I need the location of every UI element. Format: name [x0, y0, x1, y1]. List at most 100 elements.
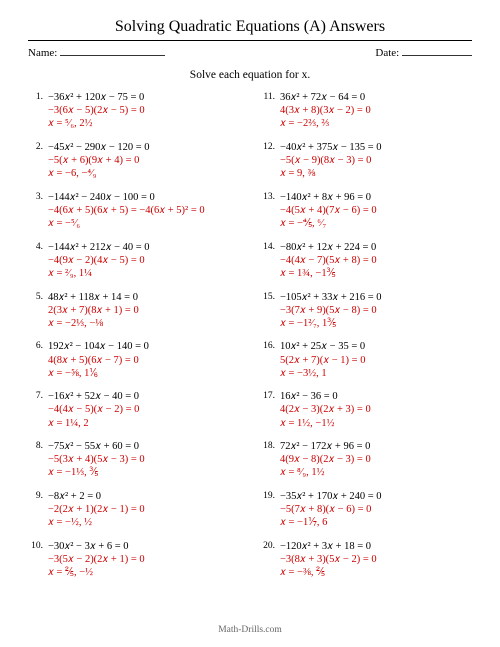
solution: 𝑥 = −1⅐, 6	[280, 516, 472, 529]
solution: 𝑥 = −⁵⁄₆	[48, 217, 244, 230]
factored-form: −3(5𝑥 − 2)(2𝑥 + 1) = 0	[48, 553, 244, 566]
equation: −36𝑥² + 120𝑥 − 75 = 0	[48, 91, 244, 104]
equation: −45𝑥² − 290𝑥 − 120 = 0	[48, 141, 244, 154]
name-blank	[60, 55, 165, 56]
meta-row: Name: Date:	[28, 47, 472, 59]
problem-number: 3.	[28, 191, 48, 202]
problem-number: 8.	[28, 440, 48, 451]
factored-form: 4(2𝑥 − 3)(2𝑥 + 3) = 0	[280, 403, 472, 416]
problem: 19.−35𝑥² + 170𝑥 + 240 = 0−5(7𝑥 + 8)(𝑥 − …	[260, 490, 472, 529]
factored-form: −3(7𝑥 + 9)(5𝑥 − 8) = 0	[280, 304, 472, 317]
problem-body: −36𝑥² + 120𝑥 − 75 = 0−3(6𝑥 − 5)(2𝑥 − 5) …	[48, 91, 244, 130]
problem-number: 7.	[28, 390, 48, 401]
problem-number: 5.	[28, 291, 48, 302]
problem-number: 2.	[28, 141, 48, 152]
problem-number: 12.	[260, 141, 280, 152]
solution: 𝑥 = 1¾, −1⅗	[280, 267, 472, 280]
problem-body: 16𝑥² − 36 = 04(2𝑥 − 3)(2𝑥 + 3) = 0𝑥 = 1½…	[280, 390, 472, 429]
problem: 18.72𝑥² − 172𝑥 + 96 = 04(9𝑥 − 8)(2𝑥 − 3)…	[260, 440, 472, 479]
name-label: Name:	[28, 47, 57, 59]
problem: 15.−105𝑥² + 33𝑥 + 216 = 0−3(7𝑥 + 9)(5𝑥 −…	[260, 291, 472, 330]
problem-body: −45𝑥² − 290𝑥 − 120 = 0−5(𝑥 + 6)(9𝑥 + 4) …	[48, 141, 244, 180]
equation: −35𝑥² + 170𝑥 + 240 = 0	[280, 490, 472, 503]
factored-form: −4(4𝑥 − 5)(𝑥 − 2) = 0	[48, 403, 244, 416]
solution: 𝑥 = 1¼, 2	[48, 417, 244, 430]
problem: 3.−144𝑥² − 240𝑥 − 100 = 0−4(6𝑥 + 5)(6𝑥 +…	[28, 191, 244, 230]
equation: 16𝑥² − 36 = 0	[280, 390, 472, 403]
factored-form: −5(3𝑥 + 4)(5𝑥 − 3) = 0	[48, 453, 244, 466]
problem-number: 14.	[260, 241, 280, 252]
problem: 8.−75𝑥² − 55𝑥 + 60 = 0−5(3𝑥 + 4)(5𝑥 − 3)…	[28, 440, 244, 479]
solution: 𝑥 = −3½, 1	[280, 367, 472, 380]
name-field: Name:	[28, 47, 165, 59]
problem-body: 72𝑥² − 172𝑥 + 96 = 04(9𝑥 − 8)(2𝑥 − 3) = …	[280, 440, 472, 479]
equation: 10𝑥² + 25𝑥 − 35 = 0	[280, 340, 472, 353]
solution: 𝑥 = −1²⁄₇, 1⅗	[280, 317, 472, 330]
solution: 𝑥 = ⁸⁄₉, 1½	[280, 466, 472, 479]
factored-form: 4(3𝑥 + 8)(3𝑥 − 2) = 0	[280, 104, 472, 117]
problem-body: 36𝑥² + 72𝑥 − 64 = 04(3𝑥 + 8)(3𝑥 − 2) = 0…	[280, 91, 472, 130]
worksheet-page: Solving Quadratic Equations (A) Answers …	[0, 0, 500, 647]
column-right: 11.36𝑥² + 72𝑥 − 64 = 04(3𝑥 + 8)(3𝑥 − 2) …	[250, 91, 472, 625]
problem-body: −144𝑥² − 240𝑥 − 100 = 0−4(6𝑥 + 5)(6𝑥 + 5…	[48, 191, 244, 230]
problem-body: −140𝑥² + 8𝑥 + 96 = 0−4(5𝑥 + 4)(7𝑥 − 6) =…	[280, 191, 472, 230]
problem-body: 48𝑥² + 118𝑥 + 14 = 02(3𝑥 + 7)(8𝑥 + 1) = …	[48, 291, 244, 330]
equation: 48𝑥² + 118𝑥 + 14 = 0	[48, 291, 244, 304]
equation: −16𝑥² + 52𝑥 − 40 = 0	[48, 390, 244, 403]
problem-body: −16𝑥² + 52𝑥 − 40 = 0−4(4𝑥 − 5)(𝑥 − 2) = …	[48, 390, 244, 429]
column-left: 1.−36𝑥² + 120𝑥 − 75 = 0−3(6𝑥 − 5)(2𝑥 − 5…	[28, 91, 250, 625]
problem: 7.−16𝑥² + 52𝑥 − 40 = 0−4(4𝑥 − 5)(𝑥 − 2) …	[28, 390, 244, 429]
problem-body: −80𝑥² + 12𝑥 + 224 = 0−4(4𝑥 − 7)(5𝑥 + 8) …	[280, 241, 472, 280]
problem: 13.−140𝑥² + 8𝑥 + 96 = 0−4(5𝑥 + 4)(7𝑥 − 6…	[260, 191, 472, 230]
equation: −140𝑥² + 8𝑥 + 96 = 0	[280, 191, 472, 204]
date-blank	[402, 55, 472, 56]
solution: 𝑥 = ⅖, −½	[48, 566, 244, 579]
page-title: Solving Quadratic Equations (A) Answers	[28, 18, 472, 36]
problem-number: 18.	[260, 440, 280, 451]
title-rule	[28, 40, 472, 41]
problem-body: −35𝑥² + 170𝑥 + 240 = 0−5(7𝑥 + 8)(𝑥 − 6) …	[280, 490, 472, 529]
equation: −144𝑥² + 212𝑥 − 40 = 0	[48, 241, 244, 254]
factored-form: −3(6𝑥 − 5)(2𝑥 − 5) = 0	[48, 104, 244, 117]
factored-form: −5(7𝑥 + 8)(𝑥 − 6) = 0	[280, 503, 472, 516]
factored-form: −4(5𝑥 + 4)(7𝑥 − 6) = 0	[280, 204, 472, 217]
problem-columns: 1.−36𝑥² + 120𝑥 − 75 = 0−3(6𝑥 − 5)(2𝑥 − 5…	[28, 91, 472, 625]
problem-number: 20.	[260, 540, 280, 551]
problem: 9.−8𝑥² + 2 = 0−2(2𝑥 + 1)(2𝑥 − 1) = 0𝑥 = …	[28, 490, 244, 529]
problem-body: 192𝑥² − 104𝑥 − 140 = 04(8𝑥 + 5)(6𝑥 − 7) …	[48, 340, 244, 379]
problem: 14.−80𝑥² + 12𝑥 + 224 = 0−4(4𝑥 − 7)(5𝑥 + …	[260, 241, 472, 280]
problem: 17.16𝑥² − 36 = 04(2𝑥 − 3)(2𝑥 + 3) = 0𝑥 =…	[260, 390, 472, 429]
solution: 𝑥 = −2⅓, −⅛	[48, 317, 244, 330]
problem-body: −105𝑥² + 33𝑥 + 216 = 0−3(7𝑥 + 9)(5𝑥 − 8)…	[280, 291, 472, 330]
problem-number: 13.	[260, 191, 280, 202]
problem-body: −8𝑥² + 2 = 0−2(2𝑥 + 1)(2𝑥 − 1) = 0𝑥 = −½…	[48, 490, 244, 529]
factored-form: −4(4𝑥 − 7)(5𝑥 + 8) = 0	[280, 254, 472, 267]
problem-number: 10.	[28, 540, 48, 551]
equation: −144𝑥² − 240𝑥 − 100 = 0	[48, 191, 244, 204]
equation: −8𝑥² + 2 = 0	[48, 490, 244, 503]
factored-form: −5(𝑥 + 6)(9𝑥 + 4) = 0	[48, 154, 244, 167]
solution: 𝑥 = −2⅔, ⅔	[280, 117, 472, 130]
instruction: Solve each equation for x.	[28, 69, 472, 81]
factored-form: −4(9𝑥 − 2)(4𝑥 − 5) = 0	[48, 254, 244, 267]
problem: 12.−40𝑥² + 375𝑥 − 135 = 0−5(𝑥 − 9)(8𝑥 − …	[260, 141, 472, 180]
equation: −120𝑥² + 3𝑥 + 18 = 0	[280, 540, 472, 553]
problem: 4.−144𝑥² + 212𝑥 − 40 = 0−4(9𝑥 − 2)(4𝑥 − …	[28, 241, 244, 280]
solution: 𝑥 = −⅜, ⅖	[280, 566, 472, 579]
problem: 11.36𝑥² + 72𝑥 − 64 = 04(3𝑥 + 8)(3𝑥 − 2) …	[260, 91, 472, 130]
date-label: Date:	[375, 47, 399, 59]
factored-form: −5(𝑥 − 9)(8𝑥 − 3) = 0	[280, 154, 472, 167]
factored-form: −3(8𝑥 + 3)(5𝑥 − 2) = 0	[280, 553, 472, 566]
factored-form: 4(9𝑥 − 8)(2𝑥 − 3) = 0	[280, 453, 472, 466]
solution: 𝑥 = −⅘, ⁶⁄₇	[280, 217, 472, 230]
problem-number: 9.	[28, 490, 48, 501]
problem-number: 16.	[260, 340, 280, 351]
problem-number: 6.	[28, 340, 48, 351]
problem: 16.10𝑥² + 25𝑥 − 35 = 05(2𝑥 + 7)(𝑥 − 1) =…	[260, 340, 472, 379]
equation: 36𝑥² + 72𝑥 − 64 = 0	[280, 91, 472, 104]
problem-body: −30𝑥² − 3𝑥 + 6 = 0−3(5𝑥 − 2)(2𝑥 + 1) = 0…	[48, 540, 244, 579]
solution: 𝑥 = −⅝, 1⅙	[48, 367, 244, 380]
footer: Math-Drills.com	[28, 625, 472, 635]
factored-form: 5(2𝑥 + 7)(𝑥 − 1) = 0	[280, 354, 472, 367]
problem: 20.−120𝑥² + 3𝑥 + 18 = 0−3(8𝑥 + 3)(5𝑥 − 2…	[260, 540, 472, 579]
